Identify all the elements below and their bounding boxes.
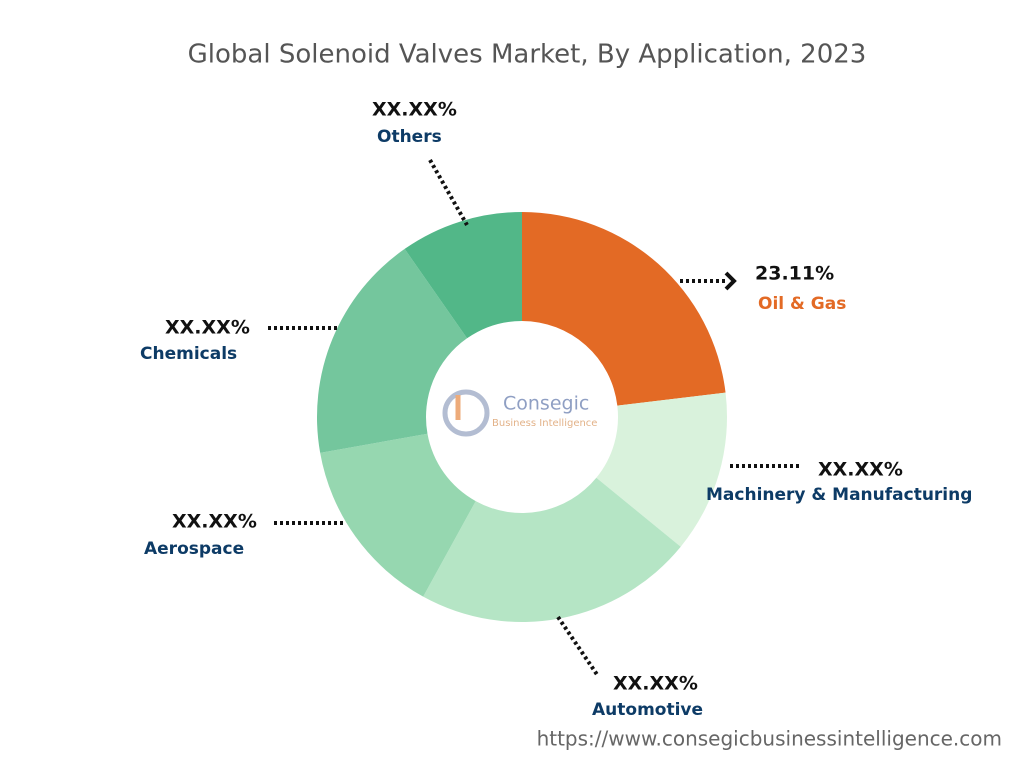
category-label: Oil & Gas — [758, 294, 846, 314]
wedge — [320, 433, 476, 597]
value-label: XX.XX% — [172, 511, 257, 533]
watermark: Consegic Business Intelligence — [442, 389, 597, 437]
wedge — [404, 212, 522, 339]
leader-arrow — [724, 271, 737, 291]
source-url: https://www.consegicbusinessintelligence… — [537, 727, 1002, 751]
wedge — [522, 212, 726, 406]
logo-ring — [442, 389, 490, 437]
leader-line — [428, 159, 469, 226]
category-label: Others — [377, 127, 442, 147]
value-label: XX.XX% — [613, 673, 698, 695]
category-label: Chemicals — [140, 344, 237, 364]
value-label: 23.11% — [755, 263, 834, 285]
logo-tagline: Business Intelligence — [492, 418, 597, 429]
leader-line — [556, 615, 600, 678]
category-label: Aerospace — [144, 539, 244, 559]
category-label: Machinery & Manufacturing — [706, 485, 972, 505]
wedge — [596, 392, 728, 547]
category-label: Automotive — [592, 700, 703, 720]
value-label: XX.XX% — [165, 317, 250, 339]
value-label: XX.XX% — [818, 459, 903, 481]
chart-title: Global Solenoid Valves Market, By Applic… — [188, 40, 867, 70]
donut: 23.11% Oil & Gas XX.XX% Machinery & Manufac… — [140, 99, 972, 721]
wedge — [317, 248, 468, 453]
logo-name: Consegic — [503, 393, 589, 415]
value-label: XX.XX% — [372, 99, 457, 121]
wedge — [423, 477, 681, 622]
